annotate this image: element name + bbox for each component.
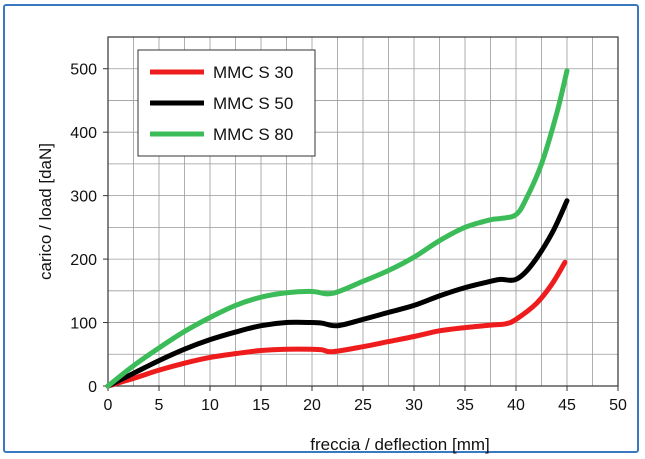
x-tick-label: 5: [155, 397, 164, 414]
chart-frame: 0 5 10 15 20 25 30 35 40 45 50 0 100 200 300 400 500 MMC…: [3, 4, 639, 454]
y-tick-label: 200: [70, 252, 97, 269]
legend-label-3: MMC S 80: [213, 125, 293, 144]
y-tick-label: 100: [70, 316, 97, 333]
y-tick-label: 0: [88, 379, 97, 396]
series-line-3: [105, 68, 570, 389]
x-tick-label: 35: [456, 397, 474, 414]
x-tick-label: 0: [104, 397, 113, 414]
y-tick-label: 500: [70, 62, 97, 79]
series-line-2: [105, 198, 570, 389]
y-axis-title: carico / load [daN]: [36, 143, 55, 280]
series-line-1: [105, 259, 568, 389]
x-axis-title: freccia / deflection [mm]: [310, 435, 490, 454]
legend: MMC S 30 MMC S 50 MMC S 80: [137, 49, 316, 157]
x-tick-label: 45: [558, 397, 576, 414]
legend-label-2: MMC S 50: [213, 94, 293, 113]
x-tick-label: 10: [201, 397, 219, 414]
x-tick-label: 25: [354, 397, 372, 414]
x-tick-label: 40: [507, 397, 525, 414]
y-tick-label: 400: [70, 125, 97, 142]
y-tick-label: 300: [70, 189, 97, 206]
legend-label-1: MMC S 30: [213, 63, 293, 82]
x-tick-label: 50: [609, 397, 627, 414]
x-tick-label: 15: [252, 397, 270, 414]
x-tick-label: 20: [303, 397, 321, 414]
x-tick-label: 30: [405, 397, 423, 414]
series: [105, 68, 570, 389]
